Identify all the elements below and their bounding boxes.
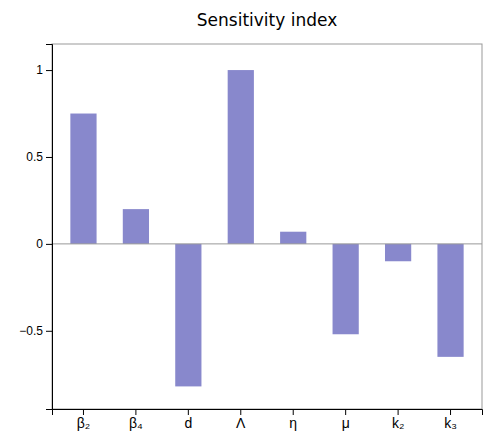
tick: d (184, 409, 192, 431)
bar (70, 114, 96, 244)
tick: k₂ (392, 409, 404, 431)
tick: 0 (36, 237, 52, 251)
tick-mark (46, 70, 52, 71)
bars (70, 70, 463, 386)
tick-label: 1 (36, 63, 43, 77)
plot-frame (52, 44, 482, 409)
tick-label: μ (342, 415, 350, 431)
bar (280, 232, 306, 244)
tick: 1 (36, 63, 52, 77)
title: Sensitivity index (197, 10, 337, 30)
tick-label: k₂ (392, 415, 404, 431)
tick-mark (46, 331, 52, 332)
tick-label: d (184, 415, 192, 431)
tick: β₂ (77, 409, 91, 431)
bar (123, 209, 149, 244)
plot: −0.5 0 0.5 1 β₂ β₄ d Λη μ k₂ k₃ (19, 44, 482, 431)
tick-mark (46, 244, 52, 245)
tick-label: β₄ (129, 415, 143, 431)
axis-line (46, 45, 53, 410)
tick-label: 0 (36, 237, 43, 251)
tick-mark (46, 157, 52, 158)
zero-line (52, 243, 482, 244)
tick-label: Λ (236, 415, 246, 431)
x-axis: β₂ β₄ d Λη μ k₂ k₃ (53, 409, 483, 431)
bar (385, 244, 411, 261)
chart: Sensitivity index −0.5 0 0.5 1 β₂ β₄ d Λη μ k₂ k₃ (0, 0, 500, 445)
tick: 0.5 (26, 150, 52, 164)
axis-line (53, 410, 483, 416)
y-axis: −0.5 0 0.5 1 (19, 45, 52, 410)
bar (437, 244, 463, 357)
tick-label: η (289, 415, 297, 431)
tick-label: −0.5 (19, 324, 43, 338)
tick: Λ (236, 409, 246, 431)
bar (228, 70, 254, 244)
tick-label: 0.5 (26, 150, 43, 164)
tick: k₃ (444, 409, 457, 431)
tick-label: β₂ (77, 415, 91, 431)
tick: η (289, 409, 297, 431)
tick: μ (342, 409, 350, 431)
tick: β₄ (129, 409, 143, 431)
bar (175, 244, 201, 387)
tick-label: k₃ (444, 415, 457, 431)
bar (333, 244, 359, 334)
tick: −0.5 (19, 324, 52, 338)
